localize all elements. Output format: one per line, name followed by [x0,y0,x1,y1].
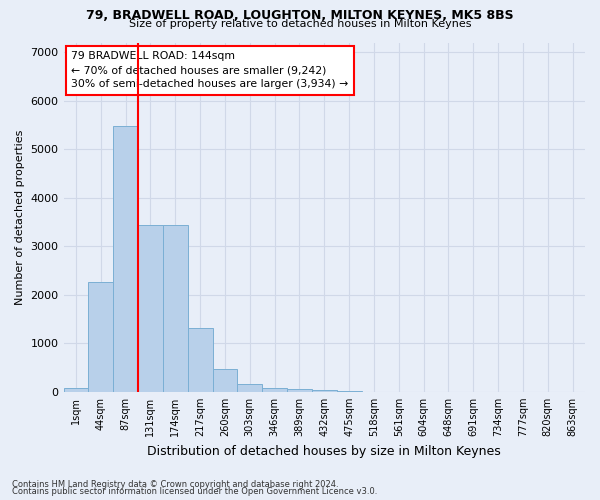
Bar [238,384,262,392]
X-axis label: Distribution of detached houses by size in Milton Keynes: Distribution of detached houses by size … [148,444,501,458]
Bar [113,126,138,392]
Text: Contains public sector information licensed under the Open Government Licence v3: Contains public sector information licen… [12,487,377,496]
Bar [88,282,113,392]
Y-axis label: Number of detached properties: Number of detached properties [15,130,25,305]
Bar [163,225,188,392]
Bar [287,390,312,392]
Bar [64,388,88,392]
Text: Contains HM Land Registry data © Crown copyright and database right 2024.: Contains HM Land Registry data © Crown c… [12,480,338,489]
Bar [262,388,287,392]
Bar [188,328,212,392]
Text: 79, BRADWELL ROAD, LOUGHTON, MILTON KEYNES, MK5 8BS: 79, BRADWELL ROAD, LOUGHTON, MILTON KEYN… [86,9,514,22]
Text: 79 BRADWELL ROAD: 144sqm
← 70% of detached houses are smaller (9,242)
30% of sem: 79 BRADWELL ROAD: 144sqm ← 70% of detach… [71,51,349,89]
Bar [212,370,238,392]
Bar [312,390,337,392]
Text: Size of property relative to detached houses in Milton Keynes: Size of property relative to detached ho… [129,19,471,29]
Bar [138,225,163,392]
